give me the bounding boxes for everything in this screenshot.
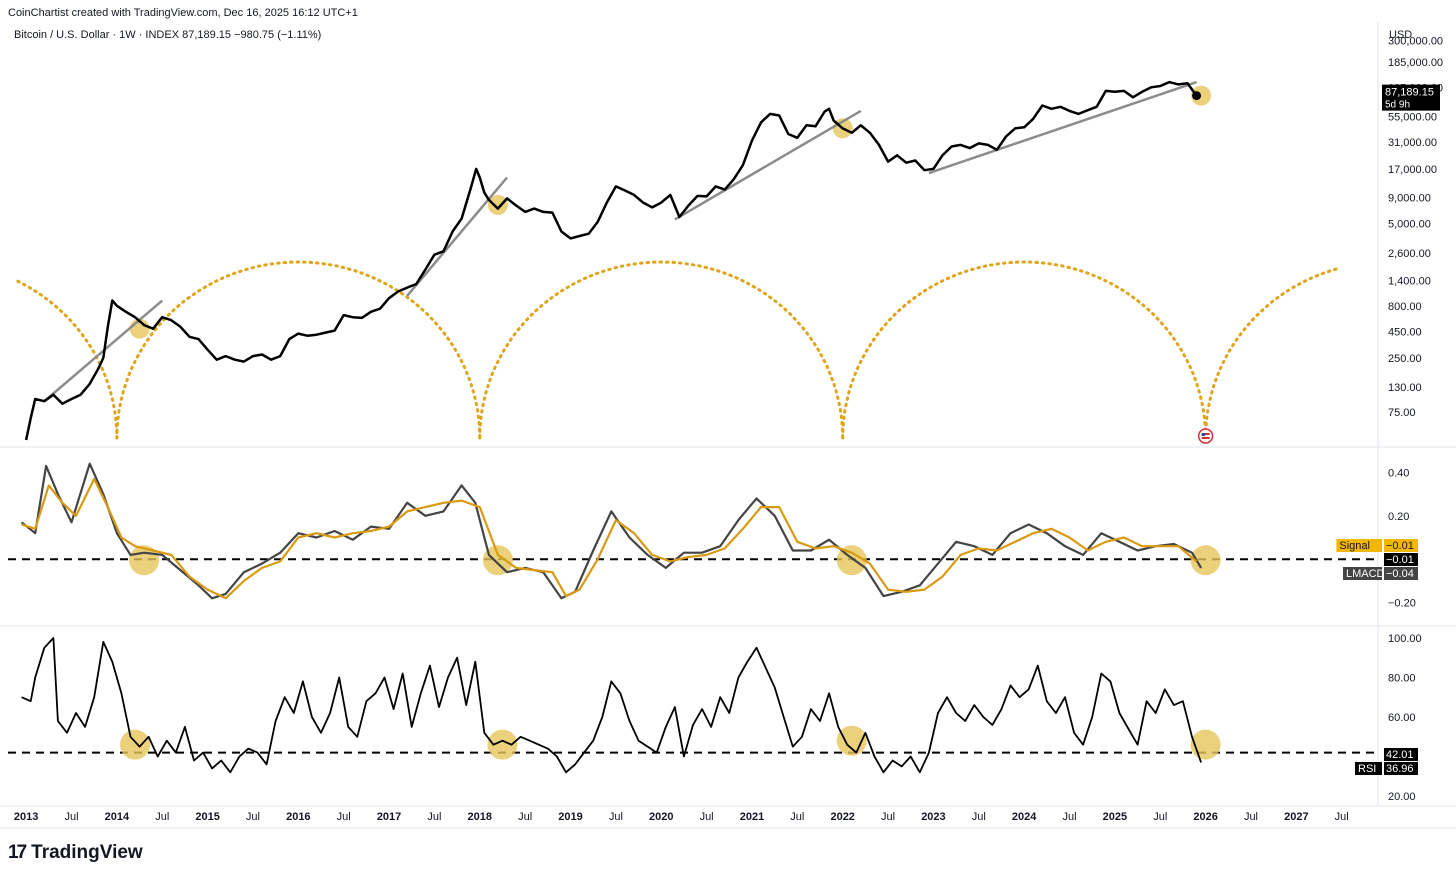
rsi-name-label: RSI — [1358, 763, 1376, 775]
rsi-name-box — [1355, 762, 1382, 775]
time-axis-tick: Jul — [1153, 811, 1167, 823]
rsi-ref-value-label: 42.01 — [1386, 749, 1414, 761]
brand: 17 TradingView — [8, 842, 143, 864]
macd-highlight-marker — [482, 545, 513, 576]
lmacd-value-label-name: LMACD — [1346, 568, 1385, 580]
time-axis-tick: 2015 — [195, 811, 219, 823]
time-axis-tick: 2018 — [468, 811, 492, 823]
ticker-line: Bitcoin / U.S. Dollar · 1W · INDEX 87,18… — [14, 29, 322, 41]
brand-name: TradingView — [31, 842, 143, 863]
last-price-label: 87,189.15 — [1385, 87, 1434, 99]
cycle-arc — [1204, 266, 1342, 440]
time-axis-tick: 2027 — [1284, 811, 1308, 823]
macd-highlight-marker — [1190, 545, 1221, 576]
time-axis-tick: 2016 — [286, 811, 310, 823]
price-highlight-marker — [1191, 85, 1212, 106]
cycle-arc — [478, 260, 845, 440]
bar-countdown-label: 5d 9h — [1385, 100, 1410, 111]
time-axis-tick: Jul — [1335, 811, 1349, 823]
lmacd-value-label: −0.04 — [1386, 568, 1414, 580]
price-line — [24, 80, 1198, 441]
last-price-dot — [1192, 91, 1202, 101]
lmacd-value-label-box — [1384, 567, 1418, 580]
price-highlight-marker — [487, 194, 508, 215]
currency-label: USD — [1389, 29, 1413, 41]
macd-axis-tick: 0.40 — [1388, 467, 1409, 479]
time-axis-tick: 2014 — [105, 811, 130, 823]
price-axis-tick: 2,600.00 — [1388, 248, 1431, 260]
time-axis-tick: 2019 — [558, 811, 582, 823]
us-flag-event-icon — [1197, 428, 1214, 444]
time-axis-tick: 2023 — [921, 811, 945, 823]
signal-value-label-box — [1384, 539, 1418, 552]
time-axis-tick: Jul — [881, 811, 895, 823]
price-axis-tick: 130.00 — [1388, 382, 1422, 394]
time-axis-tick: Jul — [972, 811, 986, 823]
chart-credit: CoinChartist created with TradingView.co… — [8, 7, 358, 19]
macd-value-label: −0.01 — [1386, 554, 1414, 566]
signal-value-label: −0.01 — [1386, 540, 1414, 552]
rsi-value-box — [1384, 762, 1418, 775]
cycle-arc — [841, 260, 1208, 440]
tradingview-logo-icon: 17 — [8, 842, 27, 863]
rsi-ref-value-box — [1384, 748, 1418, 761]
time-axis-tick: Jul — [337, 811, 351, 823]
price-axis-tick: 300,000.00 — [1388, 35, 1443, 47]
rsi-highlight-marker — [487, 729, 518, 760]
rsi-axis-tick: 80.00 — [1388, 672, 1416, 684]
signal-line — [21, 477, 1198, 600]
rsi-line — [21, 637, 1202, 774]
time-axis-tick: Jul — [155, 811, 169, 823]
time-axis-tick: 2021 — [740, 811, 764, 823]
rsi-axis-tick: 20.00 — [1388, 791, 1416, 803]
time-axis-tick: 2020 — [649, 811, 673, 823]
macd-value-label-box — [1384, 553, 1418, 566]
rsi-highlight-marker — [120, 729, 151, 760]
price-axis-tick: 1,400.00 — [1388, 276, 1431, 288]
us-flag-event-icon-stripe — [1201, 433, 1210, 435]
time-axis-tick: Jul — [1244, 811, 1258, 823]
time-axis-tick: Jul — [1062, 811, 1076, 823]
last-price-label-box — [1382, 84, 1440, 111]
time-axis-tick: 2025 — [1103, 811, 1127, 823]
time-axis-tick: Jul — [518, 811, 532, 823]
lmacd-value-label-name-box — [1343, 567, 1382, 580]
us-flag-event-icon-canton — [1201, 433, 1206, 436]
price-axis-tick: 5,000.00 — [1388, 219, 1431, 231]
trendline — [406, 176, 508, 297]
macd-axis-tick: 0.20 — [1388, 511, 1409, 523]
time-axis-tick: Jul — [790, 811, 804, 823]
time-axis-tick: Jul — [64, 811, 78, 823]
price-axis-tick: 250.00 — [1388, 353, 1422, 365]
price-axis-tick: 55,000.00 — [1388, 111, 1437, 123]
rsi-axis-tick: 100.00 — [1388, 633, 1422, 645]
time-axis-tick: 2017 — [377, 811, 401, 823]
cycle-arc — [16, 279, 119, 440]
price-axis-tick: 800.00 — [1388, 301, 1422, 313]
time-axis-tick: Jul — [609, 811, 623, 823]
price-axis-tick: 185,000.00 — [1388, 57, 1443, 69]
price-axis-tick: 75.00 — [1388, 407, 1416, 419]
price-axis-tick: 31,000.00 — [1388, 137, 1437, 149]
time-axis-tick: 2022 — [830, 811, 854, 823]
cycle-arc — [115, 260, 482, 440]
time-axis-tick: 2013 — [14, 811, 38, 823]
time-axis-tick: Jul — [700, 811, 714, 823]
price-axis-tick: 450.00 — [1388, 327, 1422, 339]
rsi-value-label: 36.96 — [1386, 763, 1414, 775]
time-axis-tick: Jul — [427, 811, 441, 823]
price-axis-tick: 9,000.00 — [1388, 192, 1431, 204]
signal-value-label-name: Signal — [1339, 540, 1370, 552]
rsi-axis-tick: 60.00 — [1388, 712, 1416, 724]
signal-value-label-name-box — [1336, 539, 1382, 552]
price-axis-tick: 17,000.00 — [1388, 164, 1437, 176]
time-axis-tick: 2024 — [1012, 811, 1037, 823]
trendline — [928, 80, 1197, 175]
trendline — [674, 109, 862, 221]
time-axis-tick: Jul — [246, 811, 260, 823]
time-axis-tick: 2026 — [1193, 811, 1217, 823]
us-flag-event-icon-stripe — [1201, 437, 1210, 439]
macd-axis-tick: −0.20 — [1388, 598, 1416, 610]
